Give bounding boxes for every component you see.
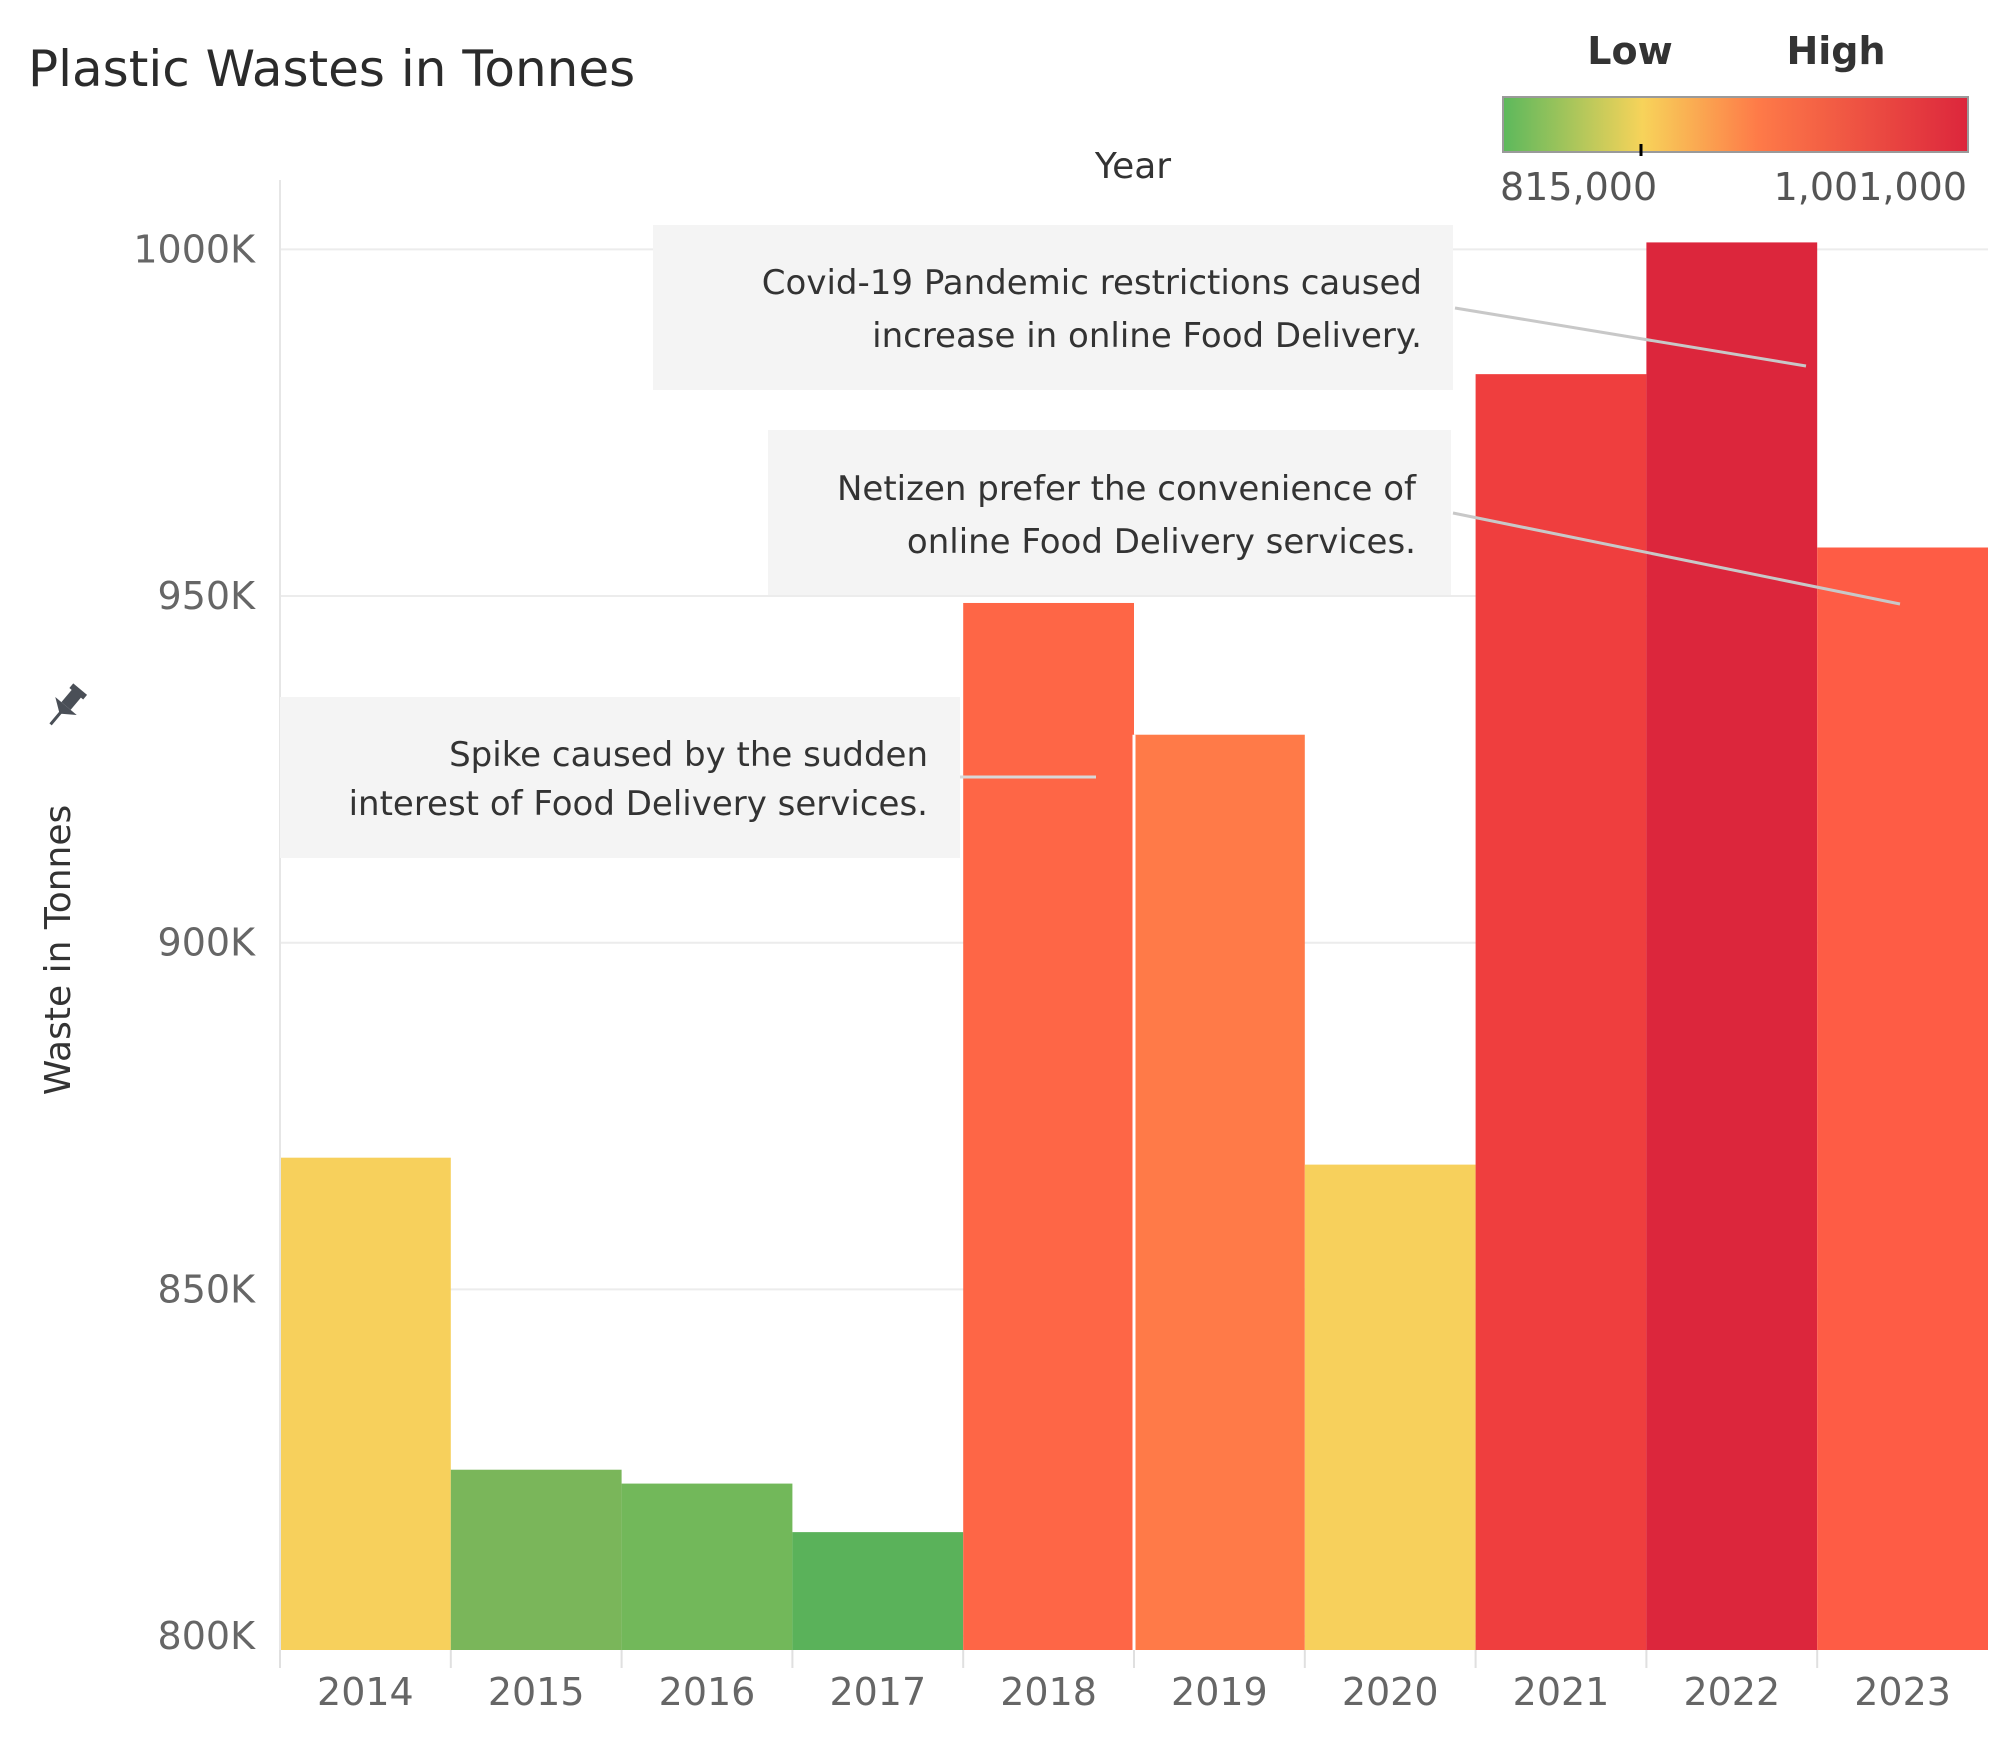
bar-2016[interactable] — [621, 1483, 793, 1650]
bar-2014[interactable] — [280, 1157, 451, 1650]
y-axis-title: Waste in Tonnes — [38, 805, 79, 1096]
x-tick-label-2021: 2021 — [1513, 1670, 1610, 1714]
annotation-netizen-line-2: online Food Delivery services. — [907, 522, 1416, 562]
bar-2020[interactable] — [1304, 1164, 1476, 1650]
annotation-netizen-connector — [1452, 511, 1901, 606]
x-tick-label-2019: 2019 — [1171, 1670, 1268, 1714]
y-tick-label: 950K — [158, 574, 257, 618]
annotation-covid-line-1: Covid-19 Pandemic restrictions caused — [762, 263, 1422, 303]
legend-low-label: Low — [1587, 29, 1672, 73]
chart-title: Plastic Wastes in Tonnes — [28, 40, 635, 98]
legend-high-label: High — [1786, 29, 1885, 73]
bar-2018[interactable] — [963, 602, 1134, 1650]
x-tick-label-2014: 2014 — [317, 1670, 414, 1714]
y-tick-label: 900K — [158, 921, 257, 965]
x-axis-title: Year — [1094, 146, 1171, 187]
y-tick-label: 1000K — [133, 227, 256, 271]
pin-icon[interactable] — [40, 680, 91, 733]
x-tick-label-2023: 2023 — [1854, 1670, 1951, 1714]
annotation-netizen-box — [768, 430, 1451, 595]
x-tick-label-2015: 2015 — [488, 1670, 585, 1714]
x-tick-label-2016: 2016 — [659, 1670, 756, 1714]
legend-gradient-bar — [1502, 96, 1969, 153]
annotation-covid-line-2: increase in online Food Delivery. — [872, 316, 1422, 356]
annotation-netizen-line-1: Netizen prefer the convenience of — [837, 469, 1417, 509]
bar-2021[interactable] — [1475, 374, 1647, 1651]
annotation-covid: Covid-19 Pandemic restrictions caused in… — [653, 225, 1807, 390]
x-axis-ticks: 2014 2015 2016 2017 2018 2019 2020 2021 2022 2023 — [279, 1650, 1951, 1714]
legend-min-label: 815,000 — [1500, 165, 1657, 209]
bar-2015[interactable] — [450, 1469, 622, 1650]
bar-2019[interactable] — [1134, 734, 1305, 1650]
bar-2022[interactable] — [1646, 242, 1818, 1651]
y-tick-label: 800K — [158, 1614, 257, 1658]
x-tick-label-2020: 2020 — [1342, 1670, 1439, 1714]
bars — [280, 242, 1988, 1651]
annotation-covid-connector — [1454, 306, 1807, 368]
y-axis-ticks: 800K 850K 900K 950K 1000K — [133, 227, 256, 1658]
color-legend: Low High 815,000 1,001,000 — [1500, 29, 1969, 209]
x-tick-label-2018: 2018 — [1000, 1670, 1097, 1714]
y-tick-label: 850K — [158, 1267, 257, 1311]
annotation-spike-line-1: Spike caused by the sudden — [449, 735, 928, 775]
bar-2017[interactable] — [792, 1532, 964, 1650]
annotation-spike: Spike caused by the sudden interest of F… — [280, 697, 1096, 858]
annotation-spike-line-2: interest of Food Delivery services. — [349, 784, 928, 824]
annotation-covid-box — [653, 225, 1453, 390]
bar-2023[interactable] — [1817, 547, 1988, 1651]
x-tick-label-2017: 2017 — [829, 1670, 926, 1714]
legend-max-label: 1,001,000 — [1774, 165, 1967, 209]
x-tick-label-2022: 2022 — [1683, 1670, 1780, 1714]
annotation-spike-box — [280, 697, 960, 858]
annotation-netizen: Netizen prefer the convenience of online… — [768, 430, 1901, 606]
